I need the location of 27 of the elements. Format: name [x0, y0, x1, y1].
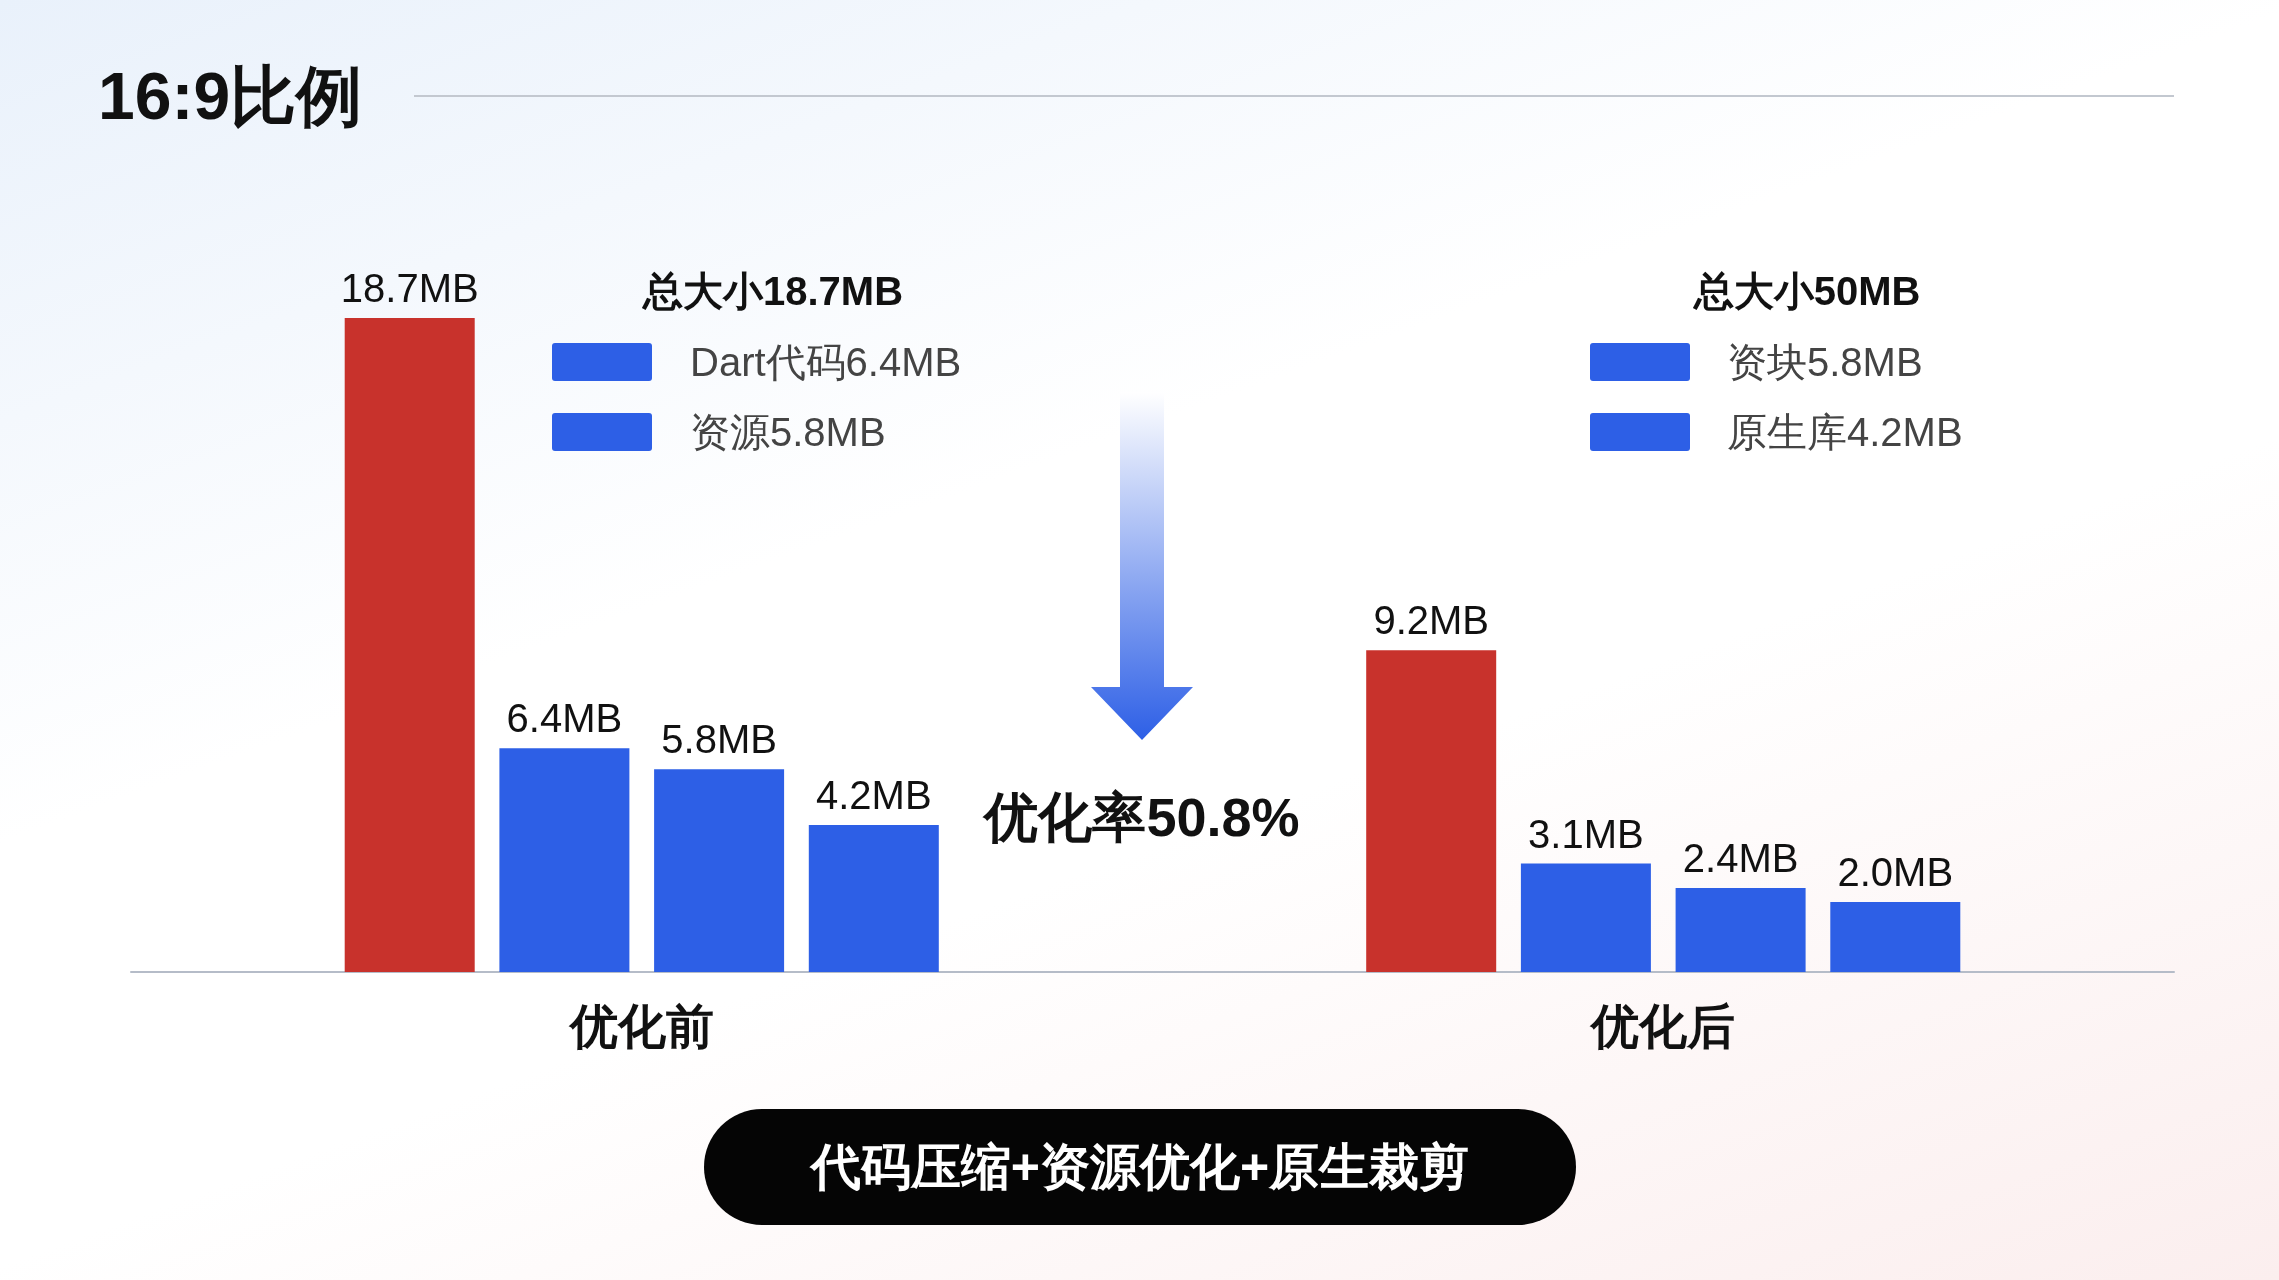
x-tick-label: 优化前: [567, 999, 714, 1053]
data-label: 4.2MB: [816, 773, 932, 818]
bar: [654, 769, 785, 972]
bar: [1675, 888, 1806, 972]
bar: [1520, 863, 1651, 972]
data-label: 3.1MB: [1528, 811, 1644, 856]
x-tick-label: 优化后: [1589, 999, 1736, 1053]
annotation: 优化率50.8%: [984, 785, 1300, 849]
bar: [808, 825, 939, 972]
bar: [499, 748, 630, 972]
annotation: 资源5.8MB: [690, 408, 886, 456]
text: 总大小18.7MB: [642, 267, 904, 315]
annotation: 资块5.8MB: [1727, 338, 1923, 386]
text: 总大小50MB: [1693, 267, 1921, 315]
data-label: 2.0MB: [1837, 850, 1954, 895]
chart-title: 16:9比例: [98, 58, 363, 135]
data-label: 18.7MB: [340, 266, 479, 310]
annotation: 原生库4.2MB: [1727, 408, 1963, 456]
text: 代码压缩+资源优化+原生裁剪: [704, 1109, 1576, 1225]
annotation: Dart代码6.4MB: [690, 338, 962, 386]
data-label: 5.8MB: [661, 717, 777, 762]
data-label: 9.2MB: [1373, 598, 1489, 643]
data-label: 6.4MB: [506, 696, 623, 741]
data-label: 2.4MB: [1682, 836, 1799, 881]
bar: [1830, 902, 1961, 972]
bar: [1366, 650, 1497, 972]
bar: [344, 318, 475, 972]
